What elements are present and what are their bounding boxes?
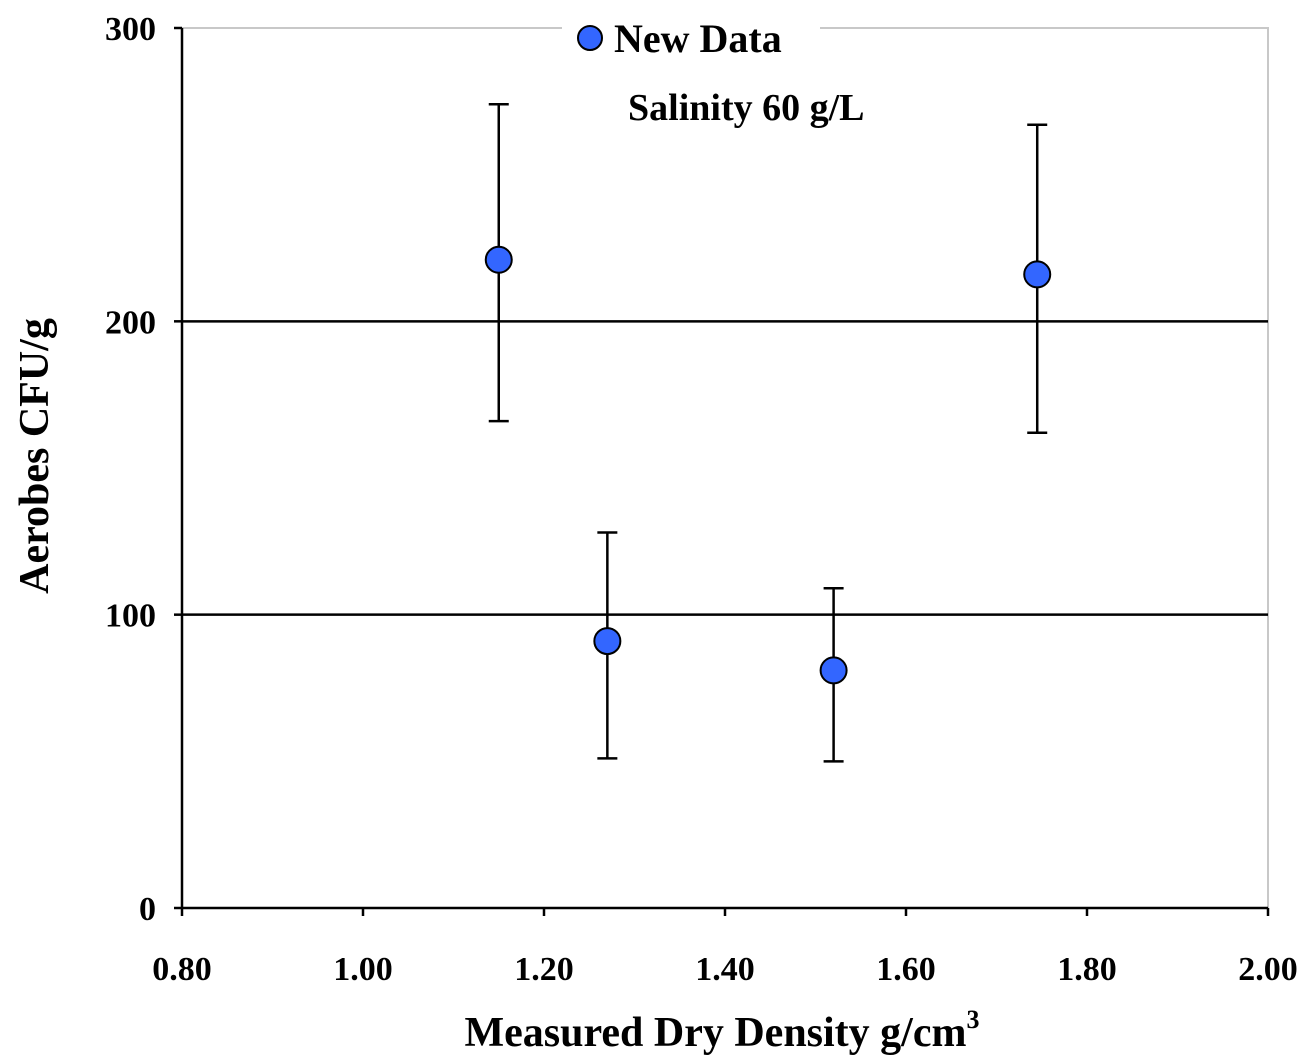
legend-marker — [577, 25, 603, 51]
x-tick-label: 2.00 — [1238, 951, 1298, 988]
y-axis-title: Aerobes CFU/g — [12, 318, 58, 594]
plot-frame — [181, 27, 1269, 909]
legend: New Data — [562, 10, 820, 62]
chart-annotation: Salinity 60 g/L — [628, 87, 865, 129]
y-tick-label: 0 — [139, 891, 156, 928]
x-axis-title: Measured Dry Density g/cm3 — [465, 1005, 980, 1056]
x-tick-label: 0.80 — [152, 951, 212, 988]
x-tick-label: 1.60 — [876, 951, 936, 988]
axes — [180, 28, 1268, 910]
x-axis-title-superscript: 3 — [966, 1005, 979, 1034]
data-point — [819, 656, 848, 685]
y-tick-label: 200 — [105, 304, 156, 341]
x-tick-label: 1.80 — [1057, 951, 1117, 988]
x-axis-title-main: Measured Dry Density g/cm — [465, 1010, 967, 1056]
data-points — [484, 103, 1052, 763]
legend-label: New Data — [614, 16, 782, 61]
data-point — [484, 245, 513, 274]
y-ticks: 0 100 200 300 — [105, 11, 182, 928]
data-point — [593, 627, 622, 656]
x-tick-label: 1.00 — [333, 951, 393, 988]
legend-background — [562, 10, 820, 62]
gridlines — [182, 320, 1268, 616]
data-point — [1023, 260, 1052, 289]
y-tick-label: 300 — [105, 11, 156, 48]
x-tick-label: 1.40 — [695, 951, 755, 988]
y-tick-label: 100 — [105, 598, 156, 635]
x-tick-label: 1.20 — [514, 951, 574, 988]
x-ticks: 0.80 1.00 1.20 1.40 1.60 1.80 2.00 — [152, 908, 1298, 988]
